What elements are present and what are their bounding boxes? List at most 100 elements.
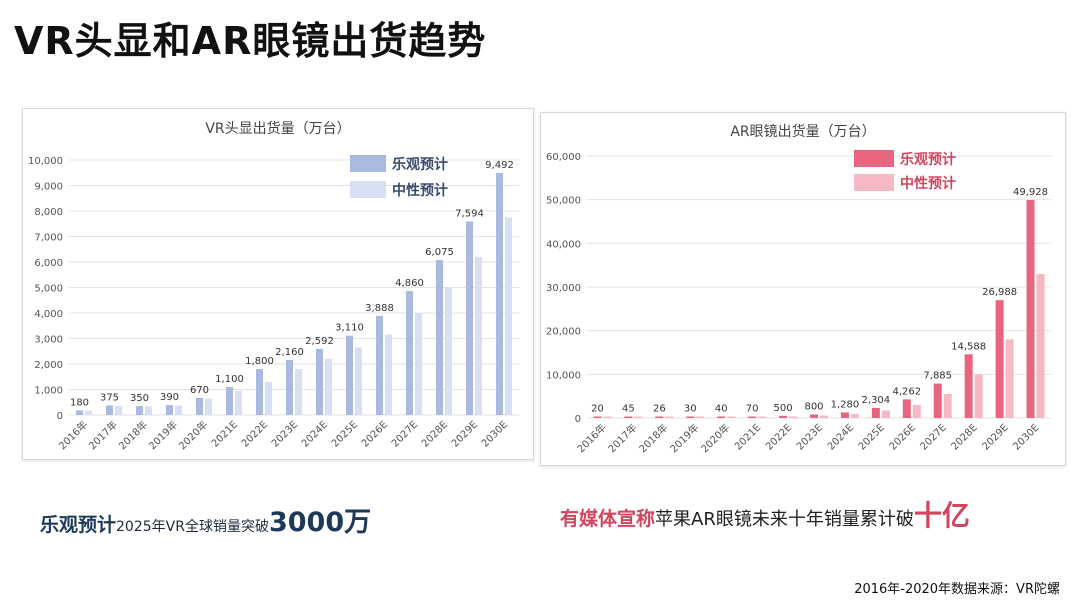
vr-bar-optimistic [316,348,323,415]
ar-bar-optimistic [717,416,726,418]
vr-data-label: 9,492 [485,160,514,171]
vr-data-label: 390 [160,392,179,403]
vr-category-label: 2017年 [86,418,120,452]
ar-chart-title: AR眼镜出货量（万台） [730,123,875,140]
data-source-note: 2016年-2020年数据来源：VR陀螺 [854,582,1060,597]
vr-category-label: 2027E [390,419,420,449]
vr-y-tick-label: 6,000 [34,258,63,269]
ar-caption-highlight: 有媒体宣称 [560,508,656,530]
vr-bar-neutral [145,406,152,415]
ar-category-label: 2019年 [667,421,701,455]
ar-caption-emphasis: 十亿 [913,499,970,532]
ar-y-tick-label: 50,000 [546,196,581,207]
vr-bar-optimistic [376,315,383,415]
vr-y-tick-label: 2,000 [34,360,63,371]
vr-bar-optimistic [406,291,413,415]
ar-bar-optimistic [655,416,664,418]
vr-chart-panel: VR头显出货量（万台） 0 1,000 2,000 3,000 4,000 5,000 6,0… [22,108,534,460]
ar-data-label: 7,885 [923,371,952,382]
vr-caption: 乐观预计2025年VR全球销量突破3000万 [40,500,371,539]
ar-bar-neutral [603,416,612,418]
ar-bar-neutral [1036,273,1045,418]
ar-legend-label: 中性预计 [900,175,956,192]
ar-bar-optimistic [995,300,1004,418]
ar-y-tick-label: 40,000 [546,239,581,250]
ar-legend-swatch [854,150,894,167]
page-title: VR头显和AR眼镜出货趋势 [14,19,487,63]
ar-bar-optimistic [840,412,849,418]
ar-bar-neutral [820,415,828,418]
ar-category-label: 2025E [857,422,887,452]
ar-bar-neutral [1005,339,1014,418]
vr-data-label: 1,100 [215,374,244,385]
vr-category-label: 2030E [480,419,510,449]
ar-data-label: 20 [591,404,604,415]
ar-bar-optimistic [933,383,942,418]
ar-bar-optimistic [964,354,973,418]
vr-data-label: 180 [70,397,89,408]
vr-bar-neutral [325,358,332,415]
ar-category-label: 2016年 [574,421,608,455]
vr-chart-title: VR头显出货量（万台） [205,120,350,137]
vr-category-label: 2024E [300,419,330,449]
vr-data-label: 2,160 [275,347,304,358]
ar-bar-neutral [943,393,952,418]
ar-data-label: 40 [715,404,728,415]
vr-bar-neutral [85,410,92,415]
vr-y-tick-label: 8,000 [34,207,63,218]
vr-data-label: 670 [190,385,209,396]
vr-data-label: 1,800 [245,356,274,367]
vr-data-label: 7,594 [455,208,484,219]
vr-category-label: 2028E [420,419,450,449]
vr-bar-optimistic [76,410,83,415]
vr-bar-optimistic [436,260,443,415]
vr-bar-optimistic [106,405,113,415]
ar-y-tick-label: 0 [575,414,581,425]
ar-y-tick-label: 30,000 [546,283,581,294]
vr-y-tick-label: 9,000 [34,182,63,193]
vr-category-label: 2026E [360,419,390,449]
vr-legend-label: 中性预计 [392,182,448,199]
vr-bar-optimistic [346,335,353,415]
vr-y-tick-label: 3,000 [34,335,63,346]
vr-bar-optimistic [496,172,503,415]
ar-bar-neutral [881,410,890,418]
ar-bar-optimistic [748,416,757,418]
vr-legend-label: 乐观预计 [392,156,448,173]
ar-data-label: 14,588 [951,341,986,352]
vr-bar-neutral [475,256,482,415]
vr-bar-neutral [265,381,272,415]
ar-category-label: 2028E [950,422,980,452]
vr-bar-neutral [235,390,242,415]
vr-bar-neutral [205,398,212,415]
vr-category-label: 2020年 [176,418,210,452]
ar-category-label: 2029E [980,422,1010,452]
vr-data-label: 375 [100,392,119,403]
ar-bar-neutral [789,416,798,418]
ar-category-label: 2021E [733,422,763,452]
ar-y-tick-label: 20,000 [546,327,581,338]
ar-category-label: 2020年 [698,421,732,455]
vr-bar-optimistic [226,386,233,415]
vr-y-tick-label: 1,000 [34,386,63,397]
vr-data-label: 350 [130,393,149,404]
ar-bar-neutral [974,374,983,418]
vr-y-tick-label: 0 [57,411,63,422]
ar-caption-middle: 苹果AR眼镜未来十年销量累计破 [655,509,914,530]
vr-y-tick-label: 7,000 [34,233,63,244]
ar-data-label: 1,280 [831,399,860,410]
vr-bar-neutral [355,347,362,415]
ar-data-label: 26 [653,404,666,415]
vr-bar-neutral [385,334,392,415]
vr-data-label: 4,860 [395,278,424,289]
vr-bar-chart: VR头显出货量（万台） 0 1,000 2,000 3,000 4,000 5,000 6,0… [28,120,519,452]
vr-caption-middle: 2025年VR全球销量突破 [116,519,269,535]
vr-category-label: 2029E [450,419,480,449]
vr-bar-neutral [175,405,182,415]
vr-data-label: 2,592 [305,336,334,347]
ar-bar-optimistic [871,407,880,418]
ar-category-label: 2030E [1011,422,1041,452]
vr-bar-neutral [445,287,452,415]
vr-legend-swatch [350,155,386,172]
vr-data-label: 3,110 [335,323,364,334]
